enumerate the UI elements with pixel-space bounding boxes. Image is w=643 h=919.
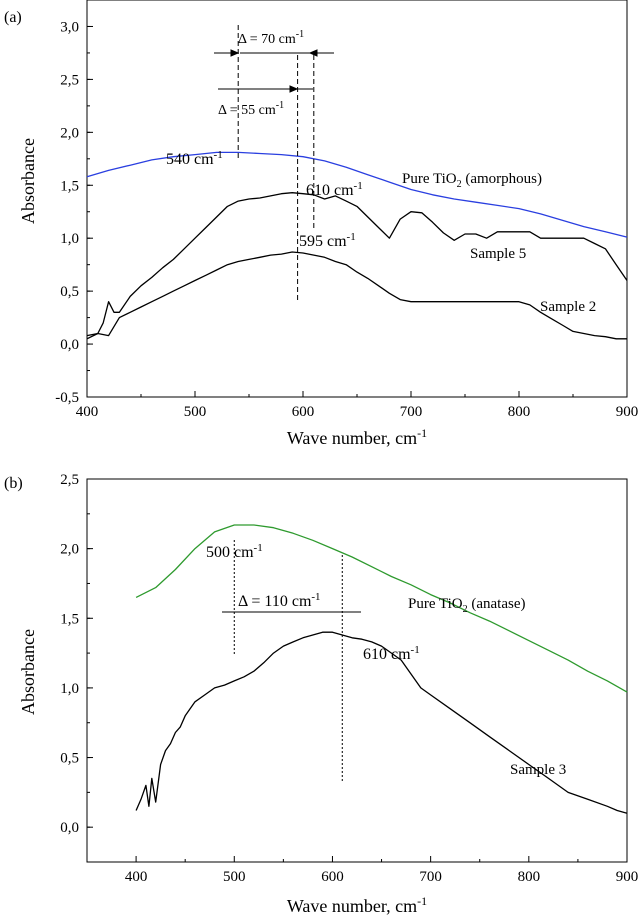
y-tick-label: 1,5 [60,611,79,627]
series-line-pure-tio-amorphous- [86,151,628,238]
y-tick-label: 2,0 [60,542,79,558]
axis-ticks-a: 400 500 600 700 800 900 -0,5 0,0 0,5 1,0 1,5 2,0 2,5… [55,0,638,420]
label-pure-tio2-anatase: Pure TiO2 (anatase) [408,596,526,615]
y-tick-label: 1,5 [60,178,79,194]
x-tick-label: 400 [76,404,99,420]
series-group-b [135,524,628,814]
marker-lines-b [233,540,343,783]
delta-arrows-a [214,49,334,93]
label-sample-5: Sample 5 [470,246,526,262]
x-tick-label: 600 [321,869,344,885]
annotation-595: 595 cm-1 [299,231,356,250]
y-tick-label: 2,5 [60,472,79,488]
y-tick-label: 3,0 [60,19,79,35]
annotation-610-b: 610 cm-1 [363,644,420,663]
y-tick-label: 0,5 [60,751,79,767]
y-tick-label: 2,0 [60,125,79,141]
delta-70-arrowhead-left [230,49,240,57]
y-tick-label: 0,0 [60,337,79,353]
label-pure-tio2-amorphous: Pure TiO2 (amorphous) [402,171,542,190]
x-tick-label: 800 [508,404,531,420]
y-tick-label: 0,5 [60,284,79,300]
x-tick-label: 700 [419,869,442,885]
x-tick-label: 600 [292,404,315,420]
annotation-delta-70: Δ = 70 cm-1 [238,29,304,47]
label-sample-2: Sample 2 [540,299,596,315]
annotation-540: 540 cm-1 [166,149,223,168]
plot-frame-b [86,478,628,863]
delta-55-arrowhead [289,85,299,93]
annotation-delta-55: Δ = 55 cm-1 [218,100,284,118]
delta-70-arrowhead-right [308,49,318,57]
x-tick-label: 900 [616,404,639,420]
marker-lines-a [237,25,315,302]
x-tick-label: 800 [518,869,541,885]
x-tick-label: 900 [616,869,639,885]
annotation-610-a: 610 cm-1 [306,180,363,199]
annotation-delta-110: Δ = 110 cm-1 [238,591,321,610]
panel-label-b: (b) [4,475,23,492]
x-tick-label: 700 [400,404,423,420]
y-axis-label-a: Absorbance [18,138,38,224]
y-tick-label: 0,0 [60,820,79,836]
axis-ticks-b: 400 500 600 700 800 900 0,0 0,5 1,0 1,5 2,0 2,5 [60,472,638,885]
x-tick-label: 500 [184,404,207,420]
panel-a: (a) 400 500 600 700 800 900 -0,5 0,0 0,5 1,0 1,5 2,… [4,0,638,448]
series-line-sample-5 [86,192,628,340]
x-tick-label: 400 [125,869,148,885]
y-tick-label: 1,0 [60,681,79,697]
series-line-pure-tio-anatase- [135,524,628,693]
x-tick-label: 500 [223,869,246,885]
panel-label-a: (a) [4,9,22,26]
y-tick-label: -0,5 [55,390,79,406]
x-axis-label-b: Wave number, cm-1 [287,894,427,916]
x-axis-label-a: Wave number, cm-1 [287,426,427,448]
annotation-500: 500 cm-1 [206,542,263,561]
y-tick-label: 2,5 [60,72,79,88]
plot-frame-a [86,0,628,398]
label-sample-3: Sample 3 [510,762,566,778]
y-tick-label: 1,0 [60,231,79,247]
panel-b: (b) 400 500 600 700 800 900 0,0 0,5 1,0 1,5 2,0 2,5… [4,472,638,916]
series-group-a [86,151,628,340]
series-line-sample-2 [86,251,627,340]
series-line-sample-3 [135,631,628,814]
y-axis-label-b: Absorbance [18,629,38,715]
